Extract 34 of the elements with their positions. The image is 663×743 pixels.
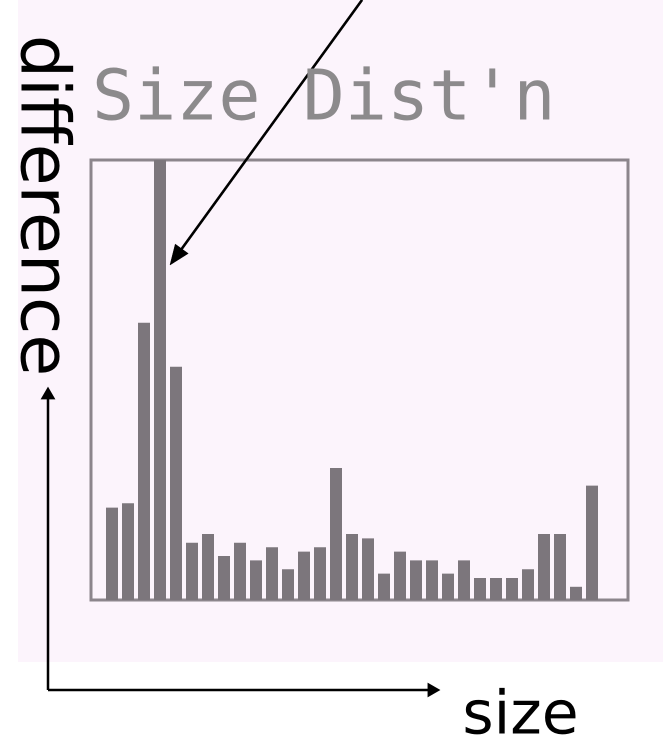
- bar: [522, 569, 534, 600]
- bar: [154, 160, 166, 600]
- bar: [442, 574, 454, 600]
- bar: [538, 534, 550, 600]
- bar: [362, 538, 374, 600]
- x-axis-title: size: [462, 678, 579, 743]
- bar: [250, 560, 262, 600]
- bar: [378, 574, 390, 600]
- bar: [474, 578, 486, 600]
- bar: [234, 542, 246, 600]
- bar: [346, 534, 358, 600]
- y-axis-title: difference: [4, 34, 84, 376]
- bar: [330, 468, 342, 600]
- bar: [138, 322, 150, 600]
- bar: [506, 578, 518, 600]
- bar: [554, 534, 566, 600]
- bar: [170, 366, 182, 600]
- bar: [586, 486, 598, 600]
- bar: [186, 542, 198, 600]
- bar: [202, 534, 214, 600]
- bar: [298, 552, 310, 600]
- bar: [426, 560, 438, 600]
- bar: [570, 586, 582, 600]
- bar: [314, 547, 326, 600]
- bar: [282, 569, 294, 600]
- bar: [490, 578, 502, 600]
- bar: [106, 508, 118, 600]
- bar: [410, 560, 422, 600]
- bar: [458, 560, 470, 600]
- bar: [266, 547, 278, 600]
- chart-title: Size Dist'n: [92, 54, 556, 136]
- bar: [394, 552, 406, 600]
- bar: [218, 556, 230, 600]
- bar: [122, 503, 134, 600]
